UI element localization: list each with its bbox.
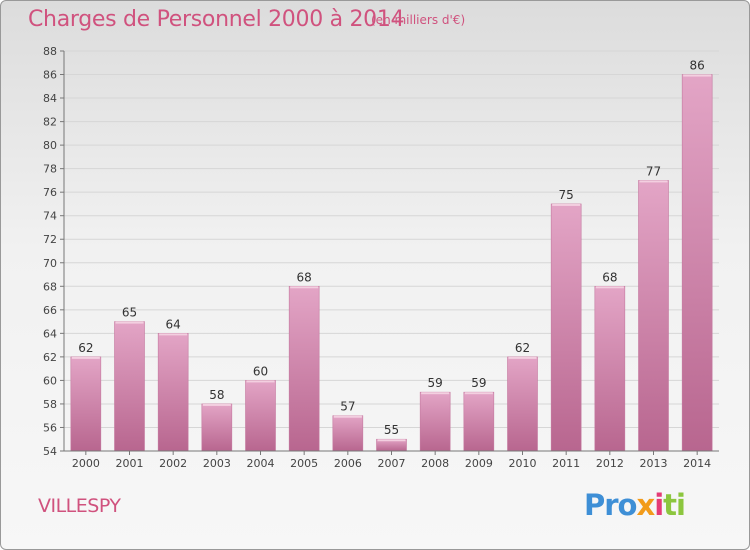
bar-highlight — [290, 286, 319, 289]
x-tick-label: 2004 — [247, 457, 275, 470]
bar-highlight — [71, 356, 100, 359]
bar — [157, 333, 189, 452]
y-tick-label: 56 — [43, 421, 57, 434]
bar — [463, 391, 495, 452]
x-tick-label: 2010 — [509, 457, 537, 470]
bar — [507, 356, 538, 452]
chart-subtitle: (en milliers d'€) — [371, 13, 466, 27]
y-tick-label: 80 — [43, 139, 57, 152]
x-tick-label: 2012 — [596, 457, 624, 470]
bar-value-label: 64 — [166, 317, 181, 331]
bar — [332, 415, 364, 452]
y-tick-label: 72 — [43, 233, 57, 246]
bar-value-label: 68 — [602, 270, 617, 284]
bar — [288, 285, 320, 452]
y-tick-label: 66 — [43, 304, 57, 317]
y-tick-label: 68 — [43, 280, 57, 293]
x-tick-label: 2001 — [116, 457, 144, 470]
bar-value-label: 65 — [122, 306, 137, 320]
y-tick-label: 78 — [43, 163, 57, 176]
x-tick-label: 2009 — [465, 457, 493, 470]
bar-highlight — [683, 74, 712, 77]
y-tick-label: 62 — [43, 351, 57, 364]
bar — [419, 391, 451, 452]
x-tick-label: 2005 — [290, 457, 318, 470]
y-tick-label: 86 — [43, 69, 57, 82]
bar — [550, 203, 582, 452]
bar-value-label: 86 — [690, 59, 705, 73]
logo-part-2: x — [636, 488, 655, 522]
bar-highlight — [202, 403, 231, 406]
x-tick-label: 2000 — [72, 457, 100, 470]
y-tick-label: 74 — [43, 210, 57, 223]
bar-value-label: 77 — [646, 164, 661, 178]
bar — [681, 74, 713, 452]
x-tick-label: 2008 — [421, 457, 449, 470]
bar-value-label: 68 — [297, 270, 312, 284]
bar-value-label: 57 — [340, 400, 355, 414]
bar-value-label: 59 — [428, 376, 443, 390]
bar-highlight — [595, 286, 624, 289]
bar-value-label: 59 — [471, 376, 486, 390]
bar-value-label: 75 — [559, 188, 574, 202]
y-tick-label: 88 — [43, 45, 57, 58]
bar-highlight — [246, 380, 275, 383]
x-tick-label: 2011 — [552, 457, 580, 470]
commune-name: VILLESPY — [38, 495, 121, 517]
bars: 62 65 64 58 60 68 57 55 59 59 62 75 68 77 86 — [70, 59, 713, 452]
bar-highlight — [333, 415, 362, 418]
axes: 54 56 58 60 62 64 66 68 70 72 74 76 78 80 82 84 86 88 2000… — [43, 45, 719, 470]
bar-highlight — [115, 321, 144, 324]
bar-value-label: 62 — [515, 341, 530, 355]
bar — [201, 403, 233, 452]
bar-highlight — [421, 392, 450, 395]
bar-highlight — [639, 180, 668, 183]
bar — [114, 321, 145, 452]
bar-value-label: 62 — [78, 341, 93, 355]
bar-highlight — [159, 333, 188, 336]
logo-part-4: ti — [663, 488, 686, 522]
x-tick-label: 2007 — [378, 457, 406, 470]
bar-highlight — [377, 439, 406, 442]
bar-highlight — [464, 392, 493, 395]
bar — [245, 380, 276, 452]
bar — [70, 356, 102, 452]
x-tick-label: 2014 — [683, 457, 711, 470]
bar — [638, 180, 669, 452]
y-tick-label: 84 — [43, 92, 57, 105]
logo-part-1: Pro — [584, 488, 637, 522]
bar-value-label: 60 — [253, 364, 268, 378]
chart-title: Charges de Personnel 2000 à 2014 — [28, 7, 405, 32]
x-tick-label: 2013 — [640, 457, 668, 470]
proxiti-logo[interactable]: Proxiti — [584, 488, 686, 522]
y-tick-label: 64 — [43, 327, 57, 340]
x-tick-label: 2002 — [159, 457, 187, 470]
y-tick-label: 54 — [43, 445, 57, 458]
bar-value-label: 55 — [384, 423, 399, 437]
bar-highlight — [508, 356, 537, 359]
bar — [594, 285, 626, 452]
y-tick-label: 70 — [43, 257, 57, 270]
logo-part-3: i — [654, 488, 664, 522]
x-tick-label: 2006 — [334, 457, 362, 470]
x-tick-label: 2003 — [203, 457, 231, 470]
y-tick-label: 60 — [43, 374, 57, 387]
bar-highlight — [552, 203, 581, 206]
y-tick-label: 82 — [43, 116, 57, 129]
bar-value-label: 58 — [209, 388, 224, 402]
y-tick-label: 76 — [43, 186, 57, 199]
y-tick-label: 58 — [43, 398, 57, 411]
